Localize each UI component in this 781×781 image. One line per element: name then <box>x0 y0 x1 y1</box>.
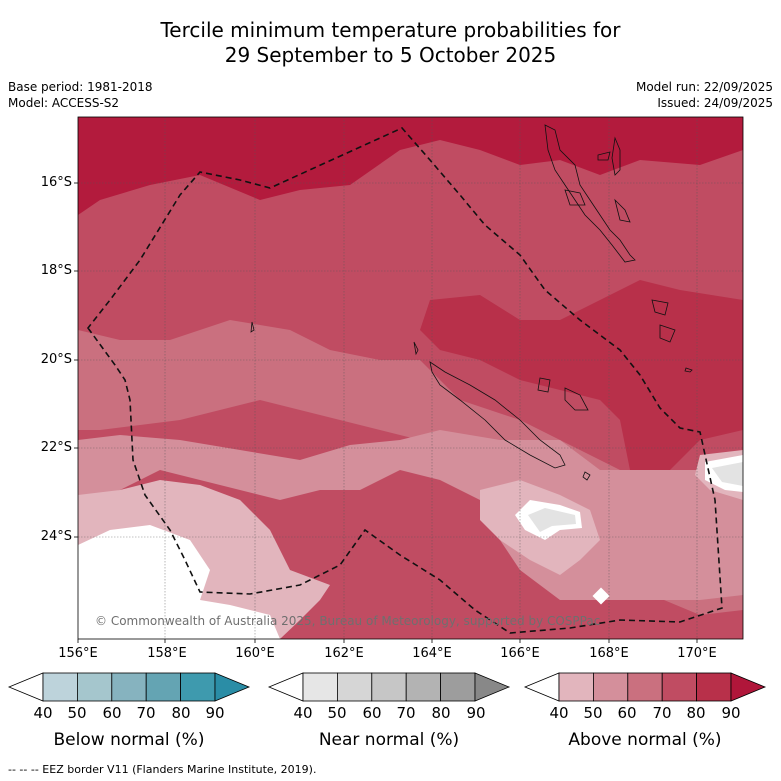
colorbar-segment <box>371 672 407 702</box>
colorbar-extend-low <box>7 672 44 702</box>
lon-label: 166°E <box>500 646 540 661</box>
near-normal-patch-center <box>528 508 576 532</box>
meta-right: Model run: 22/09/2025 Issued: 24/09/2025 <box>636 79 773 111</box>
colorbar-extend-high <box>474 672 511 702</box>
colorbar-segment <box>558 672 594 702</box>
colorbar-segment <box>593 672 629 702</box>
colorbar-segment <box>180 672 216 702</box>
vanuatu-coastline <box>544 124 636 263</box>
colorbar-segment <box>405 672 442 702</box>
band-80-90-east <box>420 280 743 480</box>
band-80-90-north <box>78 117 743 215</box>
colorbar-below-label: Below normal (%) <box>53 730 205 750</box>
colorbar-extend-low <box>267 672 304 702</box>
colorbar-segment <box>627 672 663 702</box>
blob <box>417 525 433 565</box>
map-frame <box>77 116 744 640</box>
colorbar-tick: 70 <box>136 704 156 722</box>
copyright-notice: © Commonwealth of Australia 2025, Bureau… <box>95 614 601 628</box>
lat-label: 24°S <box>40 529 72 544</box>
lat-label: 22°S <box>40 440 72 455</box>
colorbar-segment <box>145 672 181 702</box>
colorbar-near-label: Near normal (%) <box>318 730 460 750</box>
new-caledonia-coastline <box>429 361 566 469</box>
colorbar-tick: 50 <box>67 704 87 722</box>
lon-label: 170°E <box>677 646 717 661</box>
colorbars <box>7 672 767 702</box>
eez-legend-note: -- -- -- EEZ border V11 (Flanders Marine… <box>8 763 317 776</box>
lon-label: 168°E <box>589 646 629 661</box>
map-title: Tercile minimum temperature probabilitie… <box>0 18 781 68</box>
model-run: Model run: 22/09/2025 <box>635 80 773 94</box>
colorbar-extend-high <box>730 672 767 702</box>
colorbar-tick: 50 <box>327 704 347 722</box>
colorbar-tick: 70 <box>652 704 672 722</box>
lon-label: 160°E <box>235 646 275 661</box>
colorbar-near <box>267 672 511 702</box>
colorbar-tick: 60 <box>617 704 637 722</box>
lat-label: 18°S <box>40 263 72 278</box>
colorbar-extend-high <box>214 672 251 702</box>
colorbar-tick: 40 <box>293 704 313 722</box>
blob <box>256 413 284 437</box>
colorbar-tick: 50 <box>583 704 603 722</box>
colorbar-above-label: Above normal (%) <box>568 730 722 750</box>
colorbar-segment <box>302 672 338 702</box>
colorbar-segment <box>77 672 113 702</box>
lat-label: 20°S <box>40 352 72 367</box>
lon-label: 164°E <box>412 646 452 661</box>
colorbar-extend-low <box>523 672 560 702</box>
colorbar-tick: 80 <box>431 704 451 722</box>
issued-date: Issued: 24/09/2025 <box>657 96 773 110</box>
colorbar-tick: 90 <box>466 704 486 722</box>
colorbar-below <box>7 672 251 702</box>
colorbar-tick: 40 <box>33 704 53 722</box>
white-area-southwest <box>78 525 280 639</box>
map-fill <box>78 117 743 639</box>
colorbar-tick: 90 <box>205 704 225 722</box>
eez-border <box>86 127 723 634</box>
title-line-2: 29 September to 5 October 2025 <box>224 43 557 67</box>
lon-label: 156°E <box>58 646 98 661</box>
meta-left: Base period: 1981-2018 Model: ACCESS-S2 <box>8 79 153 111</box>
colorbar-tick: 90 <box>721 704 741 722</box>
colorbar-above <box>523 672 767 702</box>
lat-label: 16°S <box>40 175 72 190</box>
colorbar-segment <box>336 672 373 702</box>
colorbar-segment <box>111 672 147 702</box>
colorbar-tick: 80 <box>686 704 706 722</box>
colorbar-segment <box>661 672 698 702</box>
lon-label: 162°E <box>324 646 364 661</box>
title-line-1: Tercile minimum temperature probabilitie… <box>160 18 621 42</box>
colorbar-tick: 60 <box>102 704 122 722</box>
colorbar-segment <box>440 672 476 702</box>
base-period: Base period: 1981-2018 <box>8 80 153 94</box>
graticule <box>78 117 743 639</box>
near-normal-patch-east <box>712 462 743 486</box>
white-area-small <box>592 587 610 605</box>
colorbar-tick: 80 <box>171 704 191 722</box>
coastlines <box>250 124 693 481</box>
colorbar-tick: 70 <box>396 704 416 722</box>
colorbar-segment <box>696 672 732 702</box>
lon-label: 158°E <box>147 646 187 661</box>
colorbar-tick: 40 <box>549 704 569 722</box>
axis-ticks <box>74 182 698 643</box>
colorbar-segment <box>42 672 78 702</box>
colorbar-tick: 60 <box>362 704 382 722</box>
model-name: Model: ACCESS-S2 <box>8 96 120 110</box>
